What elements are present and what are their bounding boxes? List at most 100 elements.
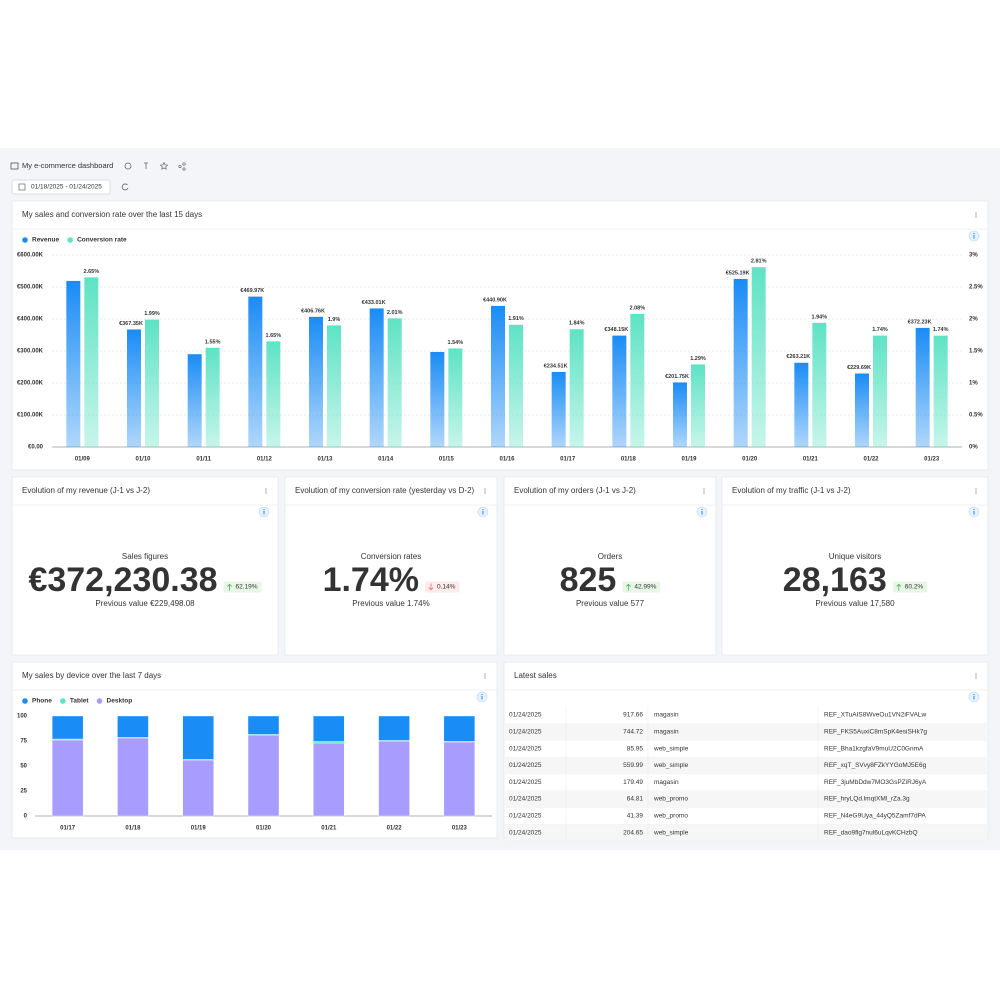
x-tick-label: 01/20 bbox=[256, 826, 272, 832]
card-title: Evolution of my orders (J-1 vs J-2) bbox=[514, 486, 636, 495]
kpi-label: Orders bbox=[598, 552, 622, 561]
data-label: €525.19K bbox=[726, 270, 750, 276]
y2-tick-label: 1% bbox=[969, 381, 978, 387]
table-cell: 01/24/2025 bbox=[509, 813, 542, 820]
y-tick-label: €600.00K bbox=[17, 253, 44, 259]
bar-segment bbox=[378, 715, 410, 741]
table-cell: web_promo bbox=[653, 796, 688, 803]
menu-button[interactable] bbox=[975, 488, 977, 494]
data-label: 1.74% bbox=[872, 327, 888, 333]
card bbox=[503, 476, 717, 656]
bar-segment bbox=[313, 715, 345, 742]
legend-label: Revenue bbox=[32, 237, 59, 244]
y-tick-label: €400.00K bbox=[17, 317, 44, 323]
table-cell: 01/24/2025 bbox=[509, 796, 542, 803]
bar-segment bbox=[443, 715, 476, 742]
bar-segment bbox=[247, 715, 280, 735]
legend-marker bbox=[22, 237, 28, 243]
y-tick-label: €100.00K bbox=[17, 413, 44, 419]
table-cell: REF_hryLQd.lmqtXMl_rZa.3g bbox=[824, 796, 910, 803]
bar bbox=[915, 327, 930, 447]
menu-button[interactable] bbox=[975, 212, 977, 218]
arrow-up-icon bbox=[625, 583, 631, 591]
legend-marker bbox=[96, 698, 103, 704]
x-tick-label: 01/14 bbox=[378, 457, 394, 463]
data-label: 1.54% bbox=[448, 340, 464, 346]
y2-tick-label: 2.5% bbox=[969, 285, 983, 291]
kpi-value: 28,163 bbox=[783, 561, 887, 599]
menu-button[interactable] bbox=[265, 488, 267, 494]
share-button[interactable] bbox=[178, 162, 186, 171]
card-title: Latest sales bbox=[514, 671, 557, 680]
table-row-shade bbox=[505, 723, 987, 741]
x-tick-label: 01/21 bbox=[321, 826, 337, 832]
menu-button[interactable] bbox=[484, 488, 486, 494]
bar-segment bbox=[182, 715, 214, 760]
data-label: 1.91% bbox=[508, 316, 524, 322]
kpi-label: Conversion rates bbox=[361, 552, 421, 561]
data-label: €229.69K bbox=[847, 365, 871, 371]
card-title: Evolution of my conversion rate (yesterd… bbox=[295, 486, 475, 495]
table-cell: REF_FKS5AuxiC8mSpK4esiSHk7g bbox=[824, 729, 927, 736]
card bbox=[503, 661, 989, 839]
data-label: €406.76K bbox=[301, 308, 325, 314]
favorite-button[interactable] bbox=[159, 161, 169, 170]
legend-label: Phone bbox=[32, 698, 52, 705]
bar bbox=[751, 267, 766, 447]
menu-button[interactable] bbox=[703, 488, 705, 494]
bar bbox=[794, 362, 809, 447]
card-title: My sales and conversion rate over the la… bbox=[22, 210, 202, 219]
x-tick-label: 01/20 bbox=[742, 457, 758, 463]
data-label: 1.84% bbox=[569, 321, 585, 327]
date-range-picker[interactable] bbox=[11, 179, 111, 195]
table-cell: 64.81 bbox=[627, 796, 644, 803]
table-cell: magasin bbox=[654, 729, 679, 736]
kpi-value: 1.74% bbox=[323, 561, 419, 599]
bar bbox=[127, 329, 141, 447]
kpi-previous: Previous value 1.74% bbox=[352, 599, 429, 608]
legend-label: Conversion rate bbox=[77, 237, 127, 244]
bar-segment bbox=[117, 715, 149, 738]
y2-tick-label: 0% bbox=[969, 445, 978, 451]
table-cell: 179.49 bbox=[623, 779, 643, 786]
bar bbox=[187, 354, 202, 447]
bar bbox=[551, 371, 566, 447]
card-title: My sales by device over the last 7 days bbox=[22, 671, 161, 680]
table-cell: 744.72 bbox=[623, 729, 643, 736]
y-tick-label: 50 bbox=[20, 764, 27, 770]
pin-button[interactable] bbox=[144, 162, 148, 169]
bar bbox=[145, 319, 159, 447]
settings-button[interactable] bbox=[124, 162, 132, 170]
kpi-change: 42.99% bbox=[634, 584, 656, 591]
kpi-change-badge bbox=[622, 581, 661, 593]
bar bbox=[387, 318, 402, 447]
bar-segment bbox=[378, 740, 410, 817]
kpi-change: 62.19% bbox=[236, 584, 258, 591]
bar bbox=[612, 335, 627, 447]
legend-label: Desktop bbox=[107, 698, 133, 705]
bar-segment bbox=[51, 715, 84, 740]
card bbox=[11, 476, 279, 656]
card bbox=[284, 476, 498, 656]
bar bbox=[569, 329, 584, 447]
x-tick-label: 01/19 bbox=[191, 826, 207, 832]
bar bbox=[430, 351, 445, 447]
kpi-previous: Previous value 17,580 bbox=[815, 599, 895, 608]
y2-tick-label: 2% bbox=[969, 317, 978, 323]
bar bbox=[855, 373, 869, 447]
menu-button[interactable] bbox=[484, 673, 486, 679]
data-label: 2.65% bbox=[84, 269, 100, 275]
y-tick-label: €300.00K bbox=[17, 349, 44, 355]
bar bbox=[248, 296, 263, 447]
kpi-label: Sales figures bbox=[122, 552, 168, 561]
refresh-button[interactable] bbox=[121, 183, 129, 191]
bar bbox=[630, 313, 645, 447]
x-tick-label: 01/15 bbox=[439, 457, 455, 463]
menu-button[interactable] bbox=[975, 673, 977, 679]
kpi-previous: Previous value 577 bbox=[576, 599, 645, 608]
y2-tick-label: 3% bbox=[969, 253, 978, 259]
kpi-previous: Previous value €229,498.08 bbox=[95, 599, 195, 608]
x-tick-label: 01/13 bbox=[317, 457, 333, 463]
data-label: 1.99% bbox=[144, 311, 160, 317]
